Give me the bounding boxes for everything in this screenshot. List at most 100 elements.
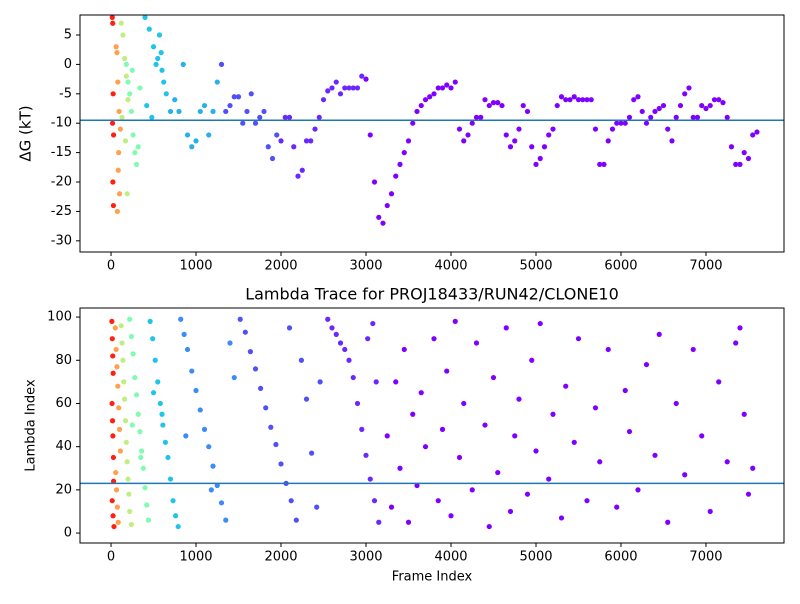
point	[159, 411, 165, 417]
point	[414, 482, 420, 489]
point	[132, 374, 138, 381]
point	[524, 108, 531, 115]
point	[293, 517, 299, 523]
point	[724, 114, 730, 120]
point	[110, 370, 116, 376]
point	[110, 179, 116, 185]
point	[384, 202, 390, 209]
point	[278, 138, 284, 144]
point	[274, 132, 280, 138]
point	[210, 463, 216, 469]
point	[665, 519, 671, 525]
point	[592, 405, 599, 411]
point	[469, 120, 475, 126]
point	[116, 150, 122, 156]
point	[153, 61, 159, 67]
point	[435, 85, 441, 91]
x-tick-label: 4000	[434, 550, 467, 565]
point	[286, 325, 293, 331]
point	[150, 336, 156, 342]
x-tick-label: 2000	[264, 550, 297, 565]
point	[116, 191, 123, 197]
point	[109, 336, 115, 342]
point	[397, 161, 403, 167]
point	[741, 150, 747, 156]
point	[571, 439, 577, 445]
point	[546, 476, 552, 482]
point	[371, 498, 378, 504]
point	[317, 379, 323, 385]
point	[754, 129, 760, 135]
point	[490, 100, 497, 106]
point	[546, 132, 552, 138]
point	[456, 126, 463, 132]
point	[431, 336, 437, 342]
point	[116, 405, 122, 411]
x-tick-label: 2000	[264, 259, 297, 274]
point	[720, 100, 726, 106]
point	[118, 323, 124, 329]
point	[486, 102, 492, 109]
point	[144, 502, 150, 508]
point	[439, 426, 446, 432]
point	[115, 167, 121, 173]
point	[584, 97, 590, 103]
point	[316, 114, 322, 120]
y-tick-label: -10	[51, 116, 72, 131]
point	[580, 97, 586, 103]
point	[206, 444, 212, 450]
point	[652, 452, 658, 458]
point	[567, 97, 573, 103]
point	[184, 132, 191, 138]
x-tick-label: 6000	[604, 550, 637, 565]
point	[571, 94, 577, 100]
point	[503, 325, 509, 331]
point	[201, 102, 208, 109]
point	[431, 91, 437, 97]
point	[631, 97, 637, 103]
point	[418, 102, 424, 109]
point	[707, 102, 713, 109]
point	[478, 114, 484, 120]
point	[575, 336, 582, 342]
point	[588, 97, 594, 103]
point	[533, 448, 539, 454]
x-tick-label: 0	[107, 550, 115, 565]
y-tick-label: 0	[64, 57, 72, 72]
point	[597, 161, 603, 167]
point	[161, 79, 167, 85]
point	[716, 97, 722, 103]
x-tick-label: 7000	[689, 550, 722, 565]
point	[469, 487, 475, 493]
point	[716, 379, 722, 385]
point	[175, 523, 181, 530]
point	[342, 85, 348, 91]
point	[325, 316, 331, 322]
point	[635, 94, 641, 100]
point	[113, 469, 119, 476]
point	[656, 331, 662, 337]
point	[145, 517, 152, 523]
point	[110, 513, 116, 519]
point	[444, 82, 450, 88]
x-tick-label: 3000	[349, 550, 382, 565]
point	[401, 346, 407, 353]
point	[495, 469, 501, 476]
axes-frame	[79, 14, 785, 253]
point	[308, 138, 314, 144]
point	[745, 155, 752, 162]
y-tick-label: 0	[64, 526, 72, 541]
point	[123, 61, 129, 67]
y-tick-label: 40	[55, 439, 72, 454]
point	[167, 476, 174, 482]
point	[156, 32, 163, 38]
x-tick-label: 0	[107, 259, 115, 274]
point	[142, 14, 148, 20]
point	[114, 364, 120, 370]
point	[167, 108, 174, 115]
point	[160, 422, 166, 428]
point	[155, 55, 161, 62]
point	[699, 102, 705, 109]
point	[605, 138, 611, 144]
point	[397, 465, 403, 471]
